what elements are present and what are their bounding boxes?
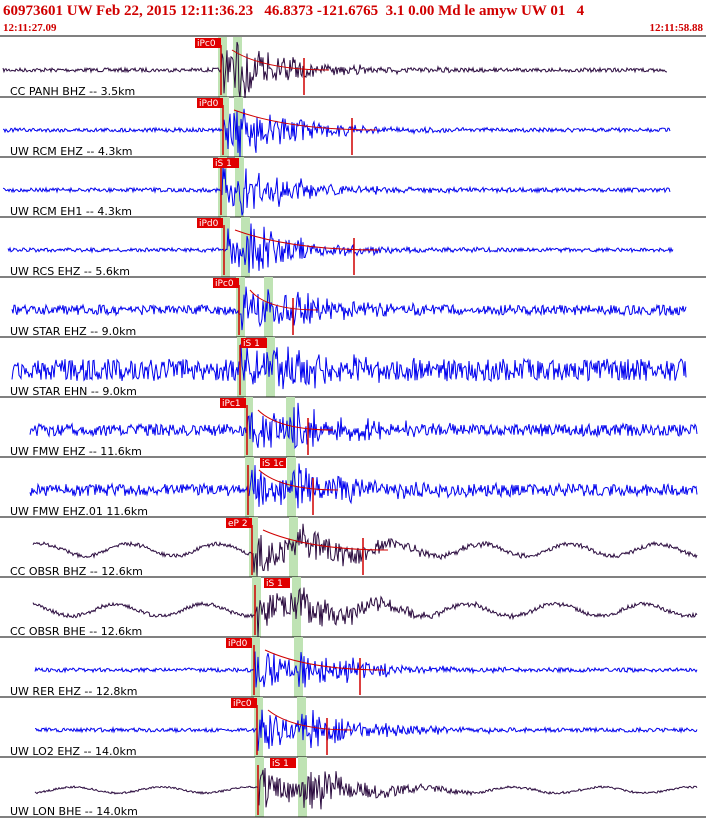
pick-box: [226, 638, 252, 648]
waveform: [7, 223, 674, 273]
trace-label: CC PANH BHZ -- 3.5km: [10, 85, 135, 98]
trace-label: UW RCM EH1 -- 4.3km: [10, 205, 132, 218]
pick-box: [264, 578, 290, 588]
pick-label: iS 1: [272, 759, 289, 769]
p-window: [221, 217, 230, 277]
pick-label: iPd0: [199, 99, 219, 109]
p-window: [254, 697, 263, 757]
s-window: [241, 217, 250, 277]
coda-curve: [233, 109, 378, 131]
s-window: [298, 757, 307, 817]
coda-curve: [257, 409, 334, 431]
pick-label: iS 1: [266, 579, 283, 589]
p-window: [220, 97, 229, 157]
waveform: [11, 343, 687, 390]
p-window: [244, 397, 253, 457]
waveform: [34, 767, 698, 810]
pick-label: iS 1c: [262, 459, 284, 469]
pick-label: eP 2: [228, 519, 248, 529]
start-time: 12:11:27.09: [3, 22, 57, 34]
trace-label: CC OBSR BHZ -- 12.6km: [10, 565, 143, 578]
coda-curve: [264, 649, 386, 671]
coda-curve: [249, 289, 319, 311]
pick-label: iPc1: [222, 399, 241, 409]
pick-label: iPc0: [215, 279, 234, 289]
pick-box: [270, 758, 296, 768]
pick-box: [241, 338, 267, 348]
s-window: [294, 637, 303, 697]
trace-label: UW STAR EHN -- 9.0km: [10, 385, 137, 398]
pick-box: [231, 698, 257, 708]
s-window: [264, 277, 273, 337]
waveform: [32, 587, 698, 638]
waveform: [2, 166, 671, 216]
p-window: [245, 457, 254, 517]
coda-curve: [234, 229, 380, 251]
pick-label: iPd0: [199, 219, 219, 229]
pick-label: iS 1: [243, 339, 260, 349]
trace-label: UW LO2 EHZ -- 14.0km: [10, 745, 137, 758]
p-window: [236, 277, 245, 337]
end-time: 12:11:58.88: [650, 22, 704, 34]
pick-box: [213, 278, 239, 288]
pick-box: [260, 458, 286, 468]
s-window: [266, 337, 275, 397]
trace-label: CC OBSR BHE -- 12.6km: [10, 625, 142, 638]
pick-box: [197, 218, 223, 228]
trace-label: UW FMW EHZ -- 11.6km: [10, 445, 142, 458]
trace-label: UW RER EHZ -- 12.8km: [10, 685, 137, 698]
pick-label: iPc0: [233, 699, 252, 709]
p-window: [237, 337, 246, 397]
waveform: [29, 463, 698, 509]
p-window: [218, 37, 227, 97]
event-header: 60973601 UW Feb 22, 2015 12:11:36.23 46.…: [3, 3, 585, 19]
pick-label: iPc0: [197, 39, 216, 49]
trace-label: UW LON BHE -- 14.0km: [10, 805, 138, 818]
coda-curve: [258, 469, 339, 491]
pick-box: [220, 398, 246, 408]
coda-curve: [231, 49, 330, 71]
pick-box: [195, 38, 221, 48]
pick-label: iPd0: [228, 639, 248, 649]
waveform: [11, 286, 687, 331]
s-window: [297, 697, 306, 757]
waveform: [32, 523, 698, 576]
s-window: [286, 397, 295, 457]
waveform: [35, 709, 698, 751]
waveform: [2, 108, 671, 159]
s-window: [233, 37, 242, 97]
p-window: [249, 517, 258, 577]
pick-box: [226, 518, 252, 528]
pick-box: [197, 98, 223, 108]
waveform: [29, 402, 698, 449]
trace-label: UW RCS EHZ -- 5.6km: [10, 265, 130, 278]
pick-box: [213, 158, 239, 168]
trace-label: UW RCM EHZ -- 4.3km: [10, 145, 132, 158]
coda-curve: [262, 529, 389, 551]
trace-label: UW FMW EHZ.01 11.6km: [10, 505, 148, 518]
coda-curve: [267, 709, 353, 731]
waveform: [34, 651, 698, 688]
pick-label: iS 1: [215, 159, 232, 169]
trace-label: UW STAR EHZ -- 9.0km: [10, 325, 136, 338]
waveform: [2, 41, 667, 99]
